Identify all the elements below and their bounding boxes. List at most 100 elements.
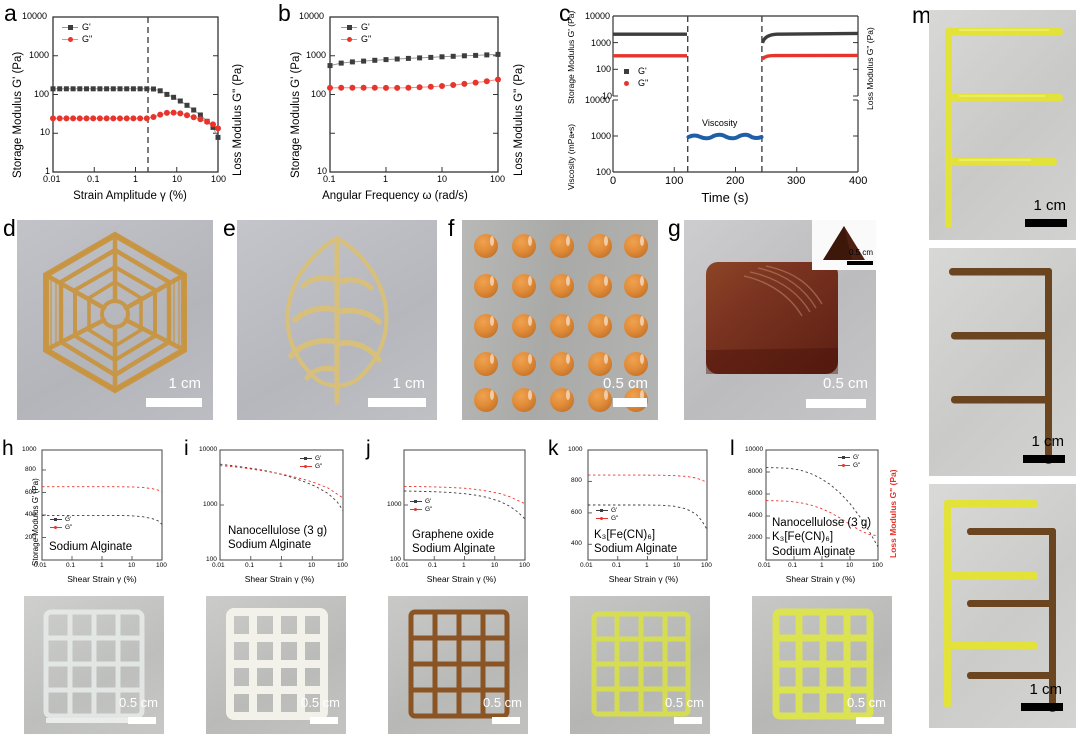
square-marker-icon [68,24,73,30]
circle-marker-icon [414,507,417,511]
photo-g-inset: 0.5 cm [812,220,876,270]
panel-l-ytick-6000: 6000 [748,490,763,497]
photo-k-grid-structure [591,611,691,717]
panel-l-caption: Nanocellulose (3 g) K₃[Fe(CN)₆] Sodium A… [772,517,872,558]
circle-marker-icon [600,516,603,520]
panel-l-plot [765,449,879,561]
panel-k-ytick-600: 600 [571,509,582,516]
photo-h-scale-bar [128,717,156,724]
photo-g-scale-bar [806,399,866,408]
photo-d-scale-text: 1 cm [168,375,201,392]
legend-label-loss: G" [611,515,619,522]
panel-i-xtick-0.1: 0.1 [245,562,255,569]
panel-label-c: c [559,0,571,26]
legend-item-loss: G" [300,463,322,470]
panel-d: d [0,215,220,430]
photo-m3-scale-bar [1021,703,1063,711]
photo-f: 0.5 cm [462,220,658,420]
photo-k-grid: 0.5 cm [570,596,710,734]
photo-j-scale-text: 0.5 cm [482,695,522,710]
panel-label-g: g [668,215,681,241]
panel-i: i Shear Strain γ (%) 10000 1000 100 0.01… [182,432,364,592]
legend-line-loss [410,507,422,511]
legend-item-loss: G" [618,78,648,88]
panel-k-ytick-800: 800 [571,477,582,484]
legend-label-storage: G' [65,516,72,523]
panel-l-xtick-1: 1 [820,562,824,569]
panel-b: b Storage Modulus G' (Pa) Angular Freque… [245,0,525,210]
panel-c-ytick-top-1000: 1000 [591,38,612,48]
panel-h-xtick-100: 100 [156,562,167,569]
photo-m1-scale-bar [1025,219,1067,227]
panel-h-xtick-1: 1 [100,562,104,569]
circle-marker-icon [68,36,73,42]
photo-e-leaf [285,235,389,405]
panel-j-ytick-1000: 1000 [387,501,402,508]
photo-m3-scale-text: 1 cm [1029,681,1062,698]
panel-c: c Storage Modulus G' (Pa) Viscosity (mPa… [525,0,910,210]
legend-line-loss [618,80,634,86]
photo-i-scale-text: 0.5 cm [300,695,340,710]
panel-label-f: f [448,215,455,241]
panel-j-xtick-0.01: 0.01 [396,562,409,569]
panel-h-legend: G' G" [50,516,72,533]
panel-b-ytick-10: 10 [317,166,328,176]
panel-j-xtick-0.1: 0.1 [428,562,438,569]
panel-c-ytick-top-10: 10 [602,91,613,101]
photo-l-scale-bar [856,717,884,724]
legend-item-storage: G' [838,454,860,461]
square-marker-icon [842,455,845,459]
panel-i-ytick-100: 100 [206,556,217,563]
panel-j-caption: Graphene oxide Sodium Alginate [412,529,496,556]
photo-g-inset-scale-text: 0.5 cm [848,248,873,257]
legend-item-storage: G' [596,507,618,514]
square-marker-icon [414,499,417,503]
panel-h-ytick-200: 200 [25,534,36,541]
panel-j-xlabel: Shear Strain γ (%) [426,574,497,584]
panel-l-xtick-0.01: 0.01 [758,562,771,569]
panel-l-ytick-8000: 8000 [748,468,763,475]
panel-a-xtick-100: 100 [211,174,227,184]
photo-f-scale-text: 0.5 cm [602,375,648,392]
photo-i-grid: 0.5 cm [206,596,346,734]
legend-line-loss [838,463,850,467]
panel-k-ytick-400: 400 [571,540,582,547]
legend-label-storage: G' [638,66,647,76]
panel-c-ytick-bot-100: 100 [596,167,612,177]
photo-k-scale-text: 0.5 cm [664,695,704,710]
panel-c-ytick-bot-10000: 10000 [585,95,611,105]
panel-f: f [445,215,665,430]
photo-l-scale-text: 0.5 cm [846,695,886,710]
legend-line-loss [341,36,357,42]
legend-label-loss: G" [82,34,93,44]
circle-marker-icon [304,464,307,468]
legend-label-storage: G' [611,507,618,514]
legend-item-storage: G' [50,516,72,523]
circle-marker-icon [54,525,57,529]
panel-h-xtick-0.1: 0.1 [66,562,76,569]
photo-l-grid: 0.5 cm [752,596,892,734]
photo-m3: 1 cm [929,484,1076,728]
panel-b-ytick-10000: 10000 [299,11,325,21]
panel-b-ytick-1000: 1000 [306,50,327,60]
panel-a-ytick-10: 10 [40,127,51,137]
panel-a-xtick-10: 10 [172,174,183,184]
photo-m1-scale-text: 1 cm [1033,197,1066,214]
panel-k-xtick-100: 100 [701,562,712,569]
legend-item-loss: G" [596,515,618,522]
photo-d: 1 cm [17,220,213,420]
panel-c-viscosity-annotation: Viscosity [702,118,738,128]
legend-item-storage: G' [300,455,322,462]
panel-j-plot [403,449,526,561]
legend-item-loss: G" [838,462,860,469]
panel-h-caption: Sodium Alginate [49,541,133,553]
legend-label-storage: G' [361,22,370,32]
panel-h-ytick-400: 400 [25,511,36,518]
panel-c-xtick-100: 100 [665,175,684,187]
panel-h-xtick-0.01: 0.01 [34,562,47,569]
panel-l-ytick-10000: 10000 [745,446,764,453]
legend-line-storage [838,455,850,459]
photo-g-inset-pyramid [823,226,865,260]
panel-l-legend: G' G" [838,454,860,471]
photo-g: 0.5 cm 0.5 cm [684,220,876,420]
